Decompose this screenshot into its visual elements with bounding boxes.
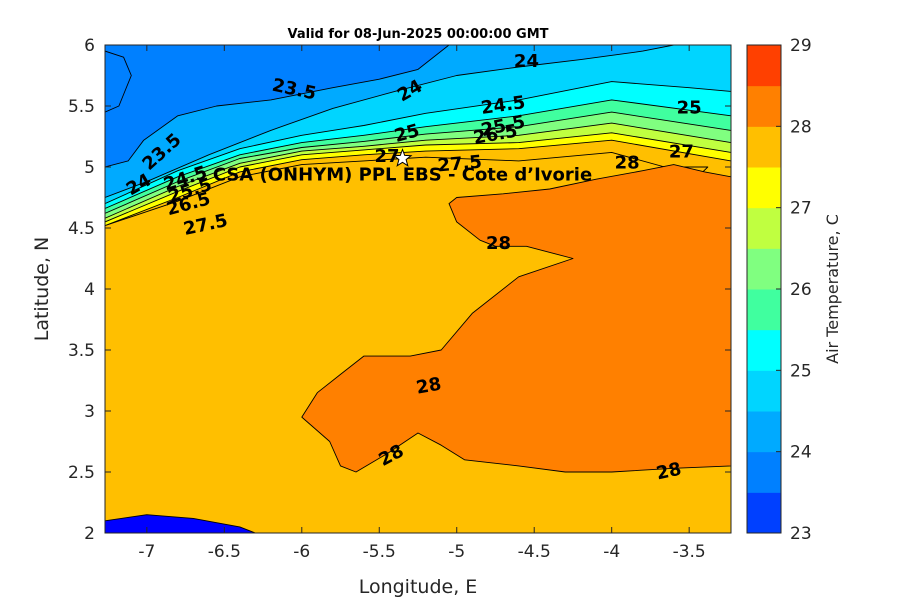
contour-label-17: 28 xyxy=(486,233,511,254)
y-tick-label: 2 xyxy=(84,524,95,544)
y-tick-label: 4.5 xyxy=(68,219,95,239)
colorbar-band xyxy=(747,248,781,290)
colorbar-tick-label: 29 xyxy=(790,36,812,56)
y-axis-label: Latitude, N xyxy=(31,237,53,342)
colorbar-band xyxy=(747,451,781,493)
contour-region-12 xyxy=(105,514,256,533)
contour-label-12: 27 xyxy=(669,141,694,162)
x-tick-label: -6.5 xyxy=(208,542,241,562)
contour-label-18: 28 xyxy=(415,374,443,399)
y-tick-label: 2.5 xyxy=(68,463,95,483)
colorbar-band xyxy=(747,126,781,168)
colorbar: 23 24 25 26 27 28 29 xyxy=(746,36,812,544)
contour-label-0: 24 xyxy=(514,51,539,72)
y-axis-ticks: 2 2.5 3 3.5 4 4.5 5 5.5 6 xyxy=(68,36,731,544)
colorbar-band xyxy=(747,167,781,209)
colorbar-tick-label: 26 xyxy=(790,280,812,300)
x-tick-label: -6 xyxy=(293,542,310,562)
colorbar-band xyxy=(747,85,781,127)
colorbar-tick-label: 25 xyxy=(790,361,812,381)
colorbar-tick-label: 24 xyxy=(790,443,812,463)
colorbar-band xyxy=(747,492,781,534)
y-tick-label: 3 xyxy=(84,402,95,422)
x-axis-ticks: -7 -6.5 -6 -5.5 -5 -4.5 -4 -3.5 xyxy=(138,45,706,562)
y-tick-label: 6 xyxy=(84,36,95,56)
colorbar-band xyxy=(747,411,781,453)
y-tick-label: 5 xyxy=(84,158,95,178)
site-marker xyxy=(392,148,413,167)
colorbar-tick-label: 27 xyxy=(790,199,812,219)
colorbar-band xyxy=(747,207,781,249)
contour-label-21: 27 xyxy=(374,146,399,167)
colorbar-label: Air Temperature, C xyxy=(823,214,842,364)
colorbar-tick-label: 23 xyxy=(790,524,812,544)
colorbar-tick-label: 28 xyxy=(790,117,812,137)
x-axis-label: Longitude, E xyxy=(359,576,478,598)
colorbar-band xyxy=(747,370,781,412)
y-tick-label: 3.5 xyxy=(68,341,95,361)
contour-label-6: 25 xyxy=(677,97,702,118)
site-star xyxy=(392,148,413,167)
colorbar-band xyxy=(747,329,781,371)
x-tick-label: -4.5 xyxy=(518,542,551,562)
contour-label-11: 28 xyxy=(615,152,640,173)
x-tick-label: -4 xyxy=(603,542,620,562)
contour-label-20: 28 xyxy=(654,459,683,485)
y-tick-label: 4 xyxy=(84,280,95,300)
contour-fill-regions xyxy=(105,45,731,533)
chart-title: Valid for 08-Jun-2025 00:00:00 GMT xyxy=(288,27,549,42)
y-tick-label: 5.5 xyxy=(68,97,95,117)
site-label: CSA (ONHYM) PPL EBS - Cote d’Ivorie xyxy=(213,164,592,185)
colorbar-band xyxy=(747,289,781,331)
contour-region-10 xyxy=(105,50,132,113)
x-tick-label: -3.5 xyxy=(673,542,706,562)
x-tick-label: -7 xyxy=(138,542,155,562)
x-tick-label: -5.5 xyxy=(363,542,396,562)
contour-region-9 xyxy=(105,45,450,168)
x-tick-label: -5 xyxy=(448,542,465,562)
contour-region-11 xyxy=(301,164,731,473)
contour-label-10: 27.5 xyxy=(437,152,483,177)
colorbar-band xyxy=(747,45,781,87)
